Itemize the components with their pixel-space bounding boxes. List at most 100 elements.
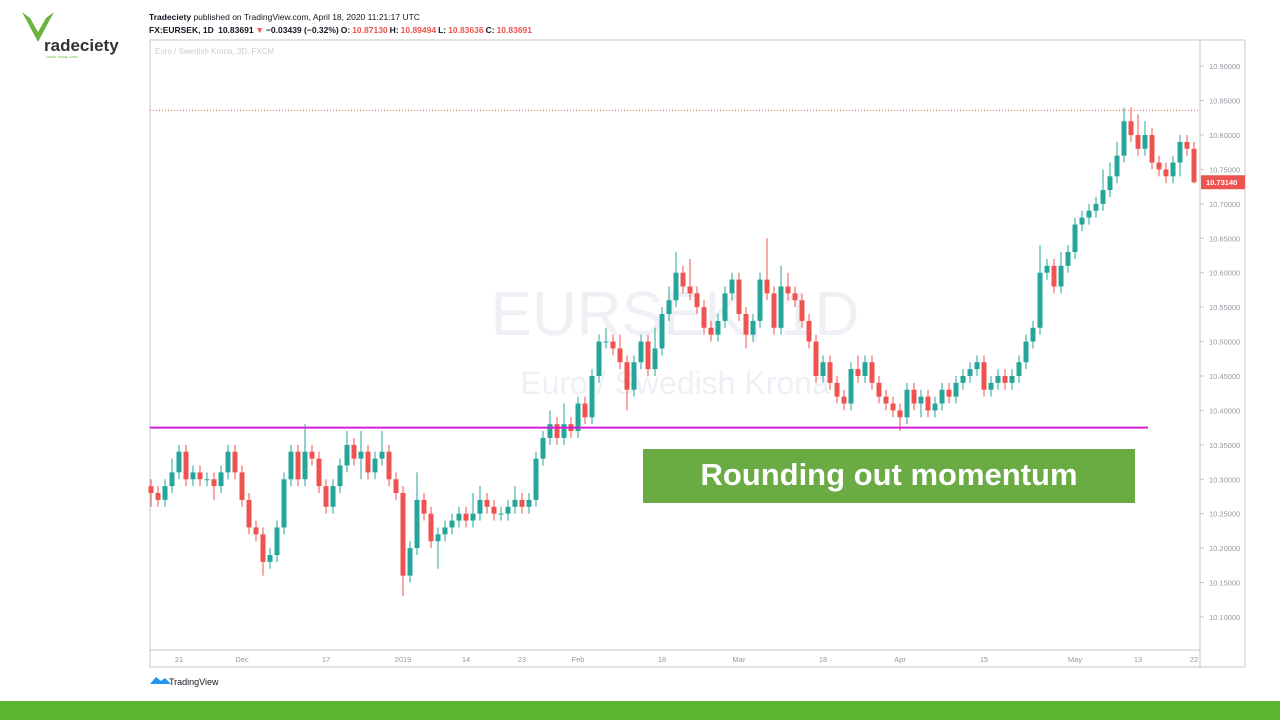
y-tick-label: 10.45000 <box>1209 372 1240 381</box>
candle-body <box>1142 135 1148 149</box>
candle-body <box>1044 265 1050 273</box>
candle-body <box>155 493 161 500</box>
candle-body <box>680 272 686 287</box>
y-tick-label: 10.70000 <box>1209 200 1240 209</box>
candle-body <box>631 362 637 390</box>
candle-body <box>974 362 980 370</box>
candle-body <box>1114 155 1120 177</box>
candle-body <box>316 458 322 487</box>
y-tick-label: 10.65000 <box>1209 234 1240 243</box>
candle-body <box>1030 327 1036 342</box>
ohlc-value: 10.83691 <box>496 25 533 35</box>
candle-body <box>932 403 938 411</box>
x-tick-label: 18 <box>658 655 666 664</box>
candle-body <box>617 348 623 363</box>
candle-body <box>897 410 903 418</box>
candle-body <box>365 451 371 473</box>
x-tick-label: 14 <box>462 655 470 664</box>
candle-body <box>799 300 805 321</box>
candle-body <box>1191 148 1197 183</box>
candle-body <box>204 479 210 481</box>
candle-body <box>1016 362 1022 376</box>
last: 10.83691 <box>218 25 254 35</box>
candle-body <box>876 382 882 397</box>
candle-body <box>1065 252 1071 266</box>
tv-icon <box>150 677 171 684</box>
last-price-label: 10.73140 <box>1206 178 1237 187</box>
candle-body <box>190 472 196 480</box>
candle-body <box>442 527 448 535</box>
watermark-sub: Euro / Swedish Krona <box>520 365 830 401</box>
candle-body <box>589 375 595 418</box>
candle-body <box>498 513 504 515</box>
candle-body <box>827 362 833 383</box>
candle-body <box>918 396 924 404</box>
candle-body <box>358 451 364 459</box>
candle-body <box>904 389 910 418</box>
arrow: ▼ <box>255 25 264 35</box>
candle-body <box>246 499 252 528</box>
candle-body <box>1002 375 1008 383</box>
annotation: Rounding out momentum <box>700 457 1077 492</box>
candle-body <box>848 369 854 404</box>
candle-body <box>960 375 966 383</box>
candle-body <box>610 341 616 349</box>
candle-body <box>596 341 602 376</box>
candle-body <box>883 396 889 404</box>
candle-body <box>344 444 350 466</box>
candle-body <box>1184 141 1190 149</box>
candle-body <box>547 424 553 438</box>
candle-body <box>729 279 735 294</box>
candle-body <box>771 293 777 328</box>
candle-body <box>533 458 539 500</box>
candle-body <box>330 486 336 507</box>
candle-body <box>519 499 525 507</box>
candle-body <box>183 451 189 480</box>
candle-body <box>946 389 952 397</box>
x-tick-label: Feb <box>572 655 585 664</box>
candle-body <box>1023 341 1029 363</box>
candle-body <box>393 479 399 494</box>
candle-body <box>715 320 721 335</box>
candle-body <box>792 293 798 301</box>
candle-body <box>456 513 462 521</box>
candle-body <box>302 451 308 480</box>
header-line-1: Tradeciety published on TradingView.com,… <box>149 12 422 22</box>
y-tick-label: 10.90000 <box>1209 62 1240 71</box>
candle-body <box>1079 217 1085 225</box>
candle-body <box>309 451 315 459</box>
candle-body <box>1149 135 1155 163</box>
logo-text: radeciety <box>44 36 119 55</box>
candle-body <box>694 293 700 308</box>
x-tick-label: 18 <box>819 655 827 664</box>
candle-body <box>148 486 154 494</box>
footer-brand: TradingView <box>169 677 219 687</box>
candle-body <box>582 403 588 418</box>
candle-body <box>1051 265 1057 287</box>
candle-body <box>967 369 973 376</box>
logo-icon <box>22 12 54 42</box>
candle-body <box>764 279 770 294</box>
candle-body <box>1170 162 1176 177</box>
x-tick-label: 2019 <box>395 655 412 664</box>
candle-body <box>722 293 728 321</box>
candle-body <box>1177 141 1183 163</box>
candle-body <box>841 396 847 404</box>
candle-body <box>421 499 427 514</box>
candle-body <box>526 499 532 507</box>
candle-body <box>414 499 420 549</box>
y-tick-label: 10.50000 <box>1209 338 1240 347</box>
candle-body <box>785 286 791 294</box>
candle-body <box>736 279 742 315</box>
candle-body <box>890 403 896 411</box>
x-tick-label: May <box>1068 655 1082 664</box>
candle-body <box>540 437 546 459</box>
candle-body <box>687 286 693 294</box>
candle-body <box>400 493 406 576</box>
candle-body <box>925 396 931 411</box>
ohlc-value: 10.87130 <box>352 25 388 35</box>
candle-body <box>666 300 672 315</box>
candle-body <box>701 307 707 328</box>
candle-body <box>554 424 560 438</box>
